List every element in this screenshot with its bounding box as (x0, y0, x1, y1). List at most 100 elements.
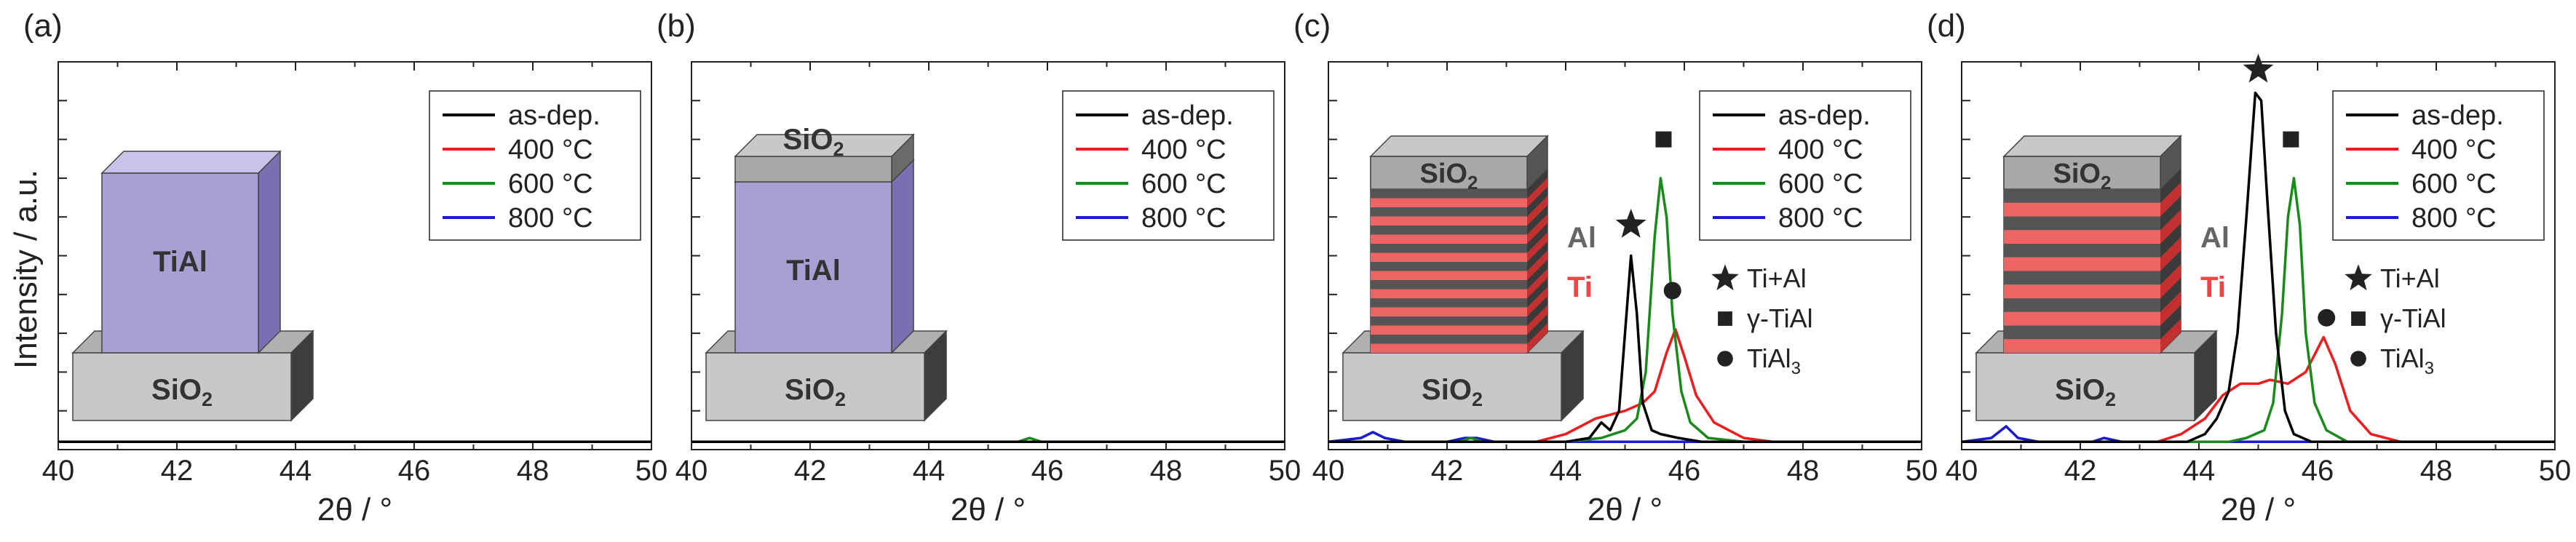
phase-legend-label: γ-TiAl (1747, 303, 1813, 333)
ti-side (1527, 268, 1547, 298)
series-line-as-dep. (1962, 91, 2555, 444)
al-side (1527, 205, 1547, 235)
legend-label: as-dep. (1778, 100, 1871, 131)
ti-side (2160, 319, 2181, 353)
ti-label: Ti (1567, 271, 1593, 303)
ti-side (2160, 264, 2181, 298)
phase-legend-symbol (1717, 351, 1733, 367)
ti-side (1527, 214, 1547, 244)
al-layer (1371, 262, 1527, 271)
x-axis-label: 2θ / ° (951, 492, 1026, 527)
al-side (1527, 169, 1547, 199)
al-layer (2004, 189, 2160, 203)
tial-film-top (100, 151, 282, 174)
al-side (1527, 187, 1547, 217)
ti-layer (1371, 325, 1527, 335)
phase-legend-label: Ti+Al (2380, 263, 2440, 293)
series-line-400 °C (1328, 328, 1922, 444)
panel-0: 40 42 44 46 48 50 2θ / ° (a) SiO2 TiAl as-dep. 400 … (23, 8, 667, 527)
al-side (2160, 223, 2181, 258)
panel-label: (a) (23, 8, 63, 44)
film-label-main: TiAl (153, 246, 207, 278)
al-layer (2004, 298, 2160, 312)
x-tick-label: 40 (42, 455, 75, 487)
cap-front (2003, 156, 2161, 190)
x-tick-label: 48 (1150, 455, 1183, 487)
legend-label: as-dep. (1141, 100, 1234, 131)
al-side (1527, 314, 1547, 344)
ti-layer (2004, 284, 2160, 298)
al-side (2160, 250, 2181, 285)
tial-film-side (891, 159, 914, 354)
al-side (1527, 242, 1547, 271)
phase-legend-label-main: TiAl (2380, 343, 2425, 373)
x-tick-label: 40 (1312, 455, 1345, 487)
substrate-label-main: SiO (151, 374, 202, 406)
x-tick-label: 46 (398, 455, 431, 487)
ti-side (1527, 305, 1547, 335)
legend-label: 600 °C (1141, 169, 1226, 199)
peak-marker-star (1615, 208, 1646, 238)
substrate-front (1975, 352, 2195, 421)
phase-legend-symbol (2350, 351, 2366, 367)
series-line-400 °C (1962, 335, 2555, 444)
x-tick-label: 44 (280, 455, 312, 487)
phase-legend-label-main: γ-TiAl (2380, 303, 2446, 333)
ti-layer (2004, 257, 2160, 271)
ti-layer (2004, 339, 2160, 353)
phase-legend-label: TiAl3 (1747, 343, 1801, 378)
tial-film-side (258, 150, 281, 354)
al-layer (2004, 216, 2160, 231)
substrate-front (705, 352, 925, 421)
al-side (1527, 223, 1547, 253)
legend-label: 600 °C (1778, 169, 1863, 199)
phase-legend-symbol (1711, 264, 1739, 290)
al-layer (1371, 280, 1527, 290)
legend-label: as-dep. (508, 100, 601, 131)
al-label: Al (2200, 222, 2230, 254)
panel-label: (d) (1927, 8, 1966, 44)
ti-layer (1371, 289, 1527, 298)
substrate-label: SiO2 (1422, 374, 1483, 410)
al-side (1527, 278, 1547, 308)
y-axis-label: Intensity / a.u. (8, 170, 44, 369)
substrate-label-main: SiO (2055, 374, 2105, 406)
x-tick-label: 50 (1269, 455, 1301, 487)
phase-legend-symbol (2351, 311, 2366, 326)
al-side (1527, 260, 1547, 290)
film-label: TiAl (786, 255, 841, 287)
y-axis-label-group: Intensity / a.u. (8, 170, 44, 369)
legend-label: 800 °C (2411, 203, 2497, 234)
legend-label: as-dep. (2411, 100, 2504, 131)
legend-label: 400 °C (1141, 135, 1226, 165)
al-layer (2004, 325, 2160, 340)
ti-layer (2004, 311, 2160, 326)
cap-label-sub: 2 (833, 138, 844, 160)
substrate-label: SiO2 (2055, 374, 2116, 410)
legend-label: 600 °C (508, 169, 593, 199)
phase-legend-symbol (2345, 264, 2372, 290)
al-layer (1371, 244, 1527, 253)
ti-layer (1371, 198, 1527, 207)
x-axis-label: 2θ / ° (2221, 492, 2296, 527)
panel-label: (c) (1293, 8, 1331, 44)
al-layer (1371, 298, 1527, 308)
legend-label: 600 °C (2411, 169, 2497, 199)
x-tick-label: 46 (2302, 455, 2334, 487)
x-tick-label: 50 (2539, 455, 2572, 487)
cap-label-main: SiO (1420, 159, 1467, 189)
tial-film-front (734, 181, 892, 354)
substrate-label-main: SiO (785, 374, 835, 406)
legend-label: 800 °C (1778, 203, 1863, 234)
phase-legend-label: γ-TiAl (2380, 303, 2446, 333)
cap-label: SiO2 (2053, 159, 2112, 194)
ti-side (1527, 178, 1547, 207)
phase-legend-label-sub: 3 (2425, 359, 2434, 378)
al-side (2160, 196, 2181, 231)
x-tick-label: 50 (635, 455, 668, 487)
x-tick-label: 48 (1787, 455, 1820, 487)
phase-legend-label-main: γ-TiAl (1747, 303, 1813, 333)
